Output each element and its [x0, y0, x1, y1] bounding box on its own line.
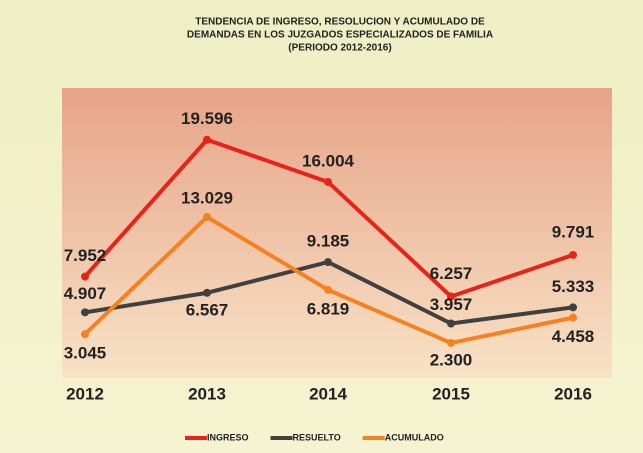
- point: [324, 177, 332, 186]
- data-label: 9.791: [552, 222, 595, 241]
- point: [569, 250, 577, 259]
- legend-label: INGRESO: [207, 432, 249, 442]
- chart-title: DEMANDAS EN LOS JUZGADOS ESPECIALIZADOS …: [187, 30, 493, 41]
- data-label: 16.004: [302, 151, 355, 170]
- x-tick-label: 2014: [309, 384, 347, 403]
- data-label: 2.300: [430, 350, 473, 369]
- point: [81, 308, 89, 317]
- data-label: 13.029: [181, 188, 233, 207]
- point: [203, 135, 211, 144]
- legend-label: ACUMULADO: [385, 432, 444, 442]
- point: [569, 303, 577, 312]
- x-tick-label: 2013: [188, 384, 226, 403]
- data-label: 6.257: [430, 264, 473, 283]
- chart-subtitle: (PERIODO 2012-2016): [288, 43, 391, 54]
- point: [203, 212, 211, 221]
- data-label: 9.185: [307, 232, 350, 251]
- data-label: 19.596: [181, 109, 233, 128]
- point: [324, 258, 332, 267]
- data-label: 4.458: [552, 327, 595, 346]
- point: [324, 285, 332, 294]
- legend-label: RESUELTO: [293, 432, 341, 442]
- x-tick-label: 2016: [554, 384, 592, 403]
- point: [447, 319, 455, 328]
- point: [203, 288, 211, 297]
- data-label: 7.952: [64, 246, 107, 265]
- point: [447, 338, 455, 347]
- x-tick-label: 2015: [432, 384, 470, 403]
- point: [81, 330, 89, 339]
- data-label: 6.819: [307, 299, 350, 318]
- data-label: 3.957: [430, 295, 473, 314]
- data-label: 6.567: [186, 300, 229, 319]
- data-label: 5.333: [552, 277, 595, 296]
- data-label: 4.907: [64, 284, 107, 303]
- x-tick-label: 2012: [66, 384, 104, 403]
- point: [447, 292, 455, 301]
- point: [81, 272, 89, 281]
- data-label: 3.045: [64, 344, 107, 363]
- point: [569, 313, 577, 322]
- chart-title: TENDENCIA DE INGRESO, RESOLUCION Y ACUMU…: [195, 17, 485, 28]
